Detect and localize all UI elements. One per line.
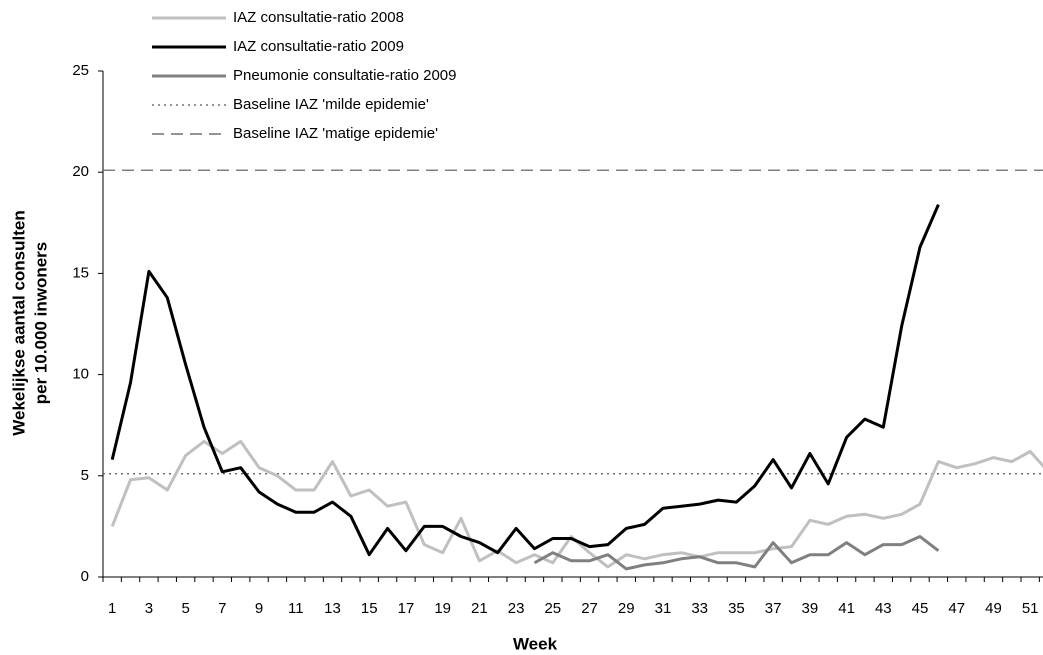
x-tick-label: 15 [361, 600, 378, 617]
x-tick-label: 33 [691, 600, 708, 617]
x-tick-label: 29 [618, 600, 635, 617]
x-tick-label: 25 [544, 600, 561, 617]
legend-label: IAZ consultatie-ratio 2009 [233, 38, 404, 55]
x-tick-label: 1 [108, 600, 116, 617]
series-line [533, 535, 940, 571]
y-tick-label: 5 [81, 467, 89, 484]
x-tick-label: 3 [145, 600, 153, 617]
x-tick-label: 47 [948, 600, 965, 617]
y-tick-label: 25 [72, 62, 89, 79]
x-tick-label: 39 [802, 600, 819, 617]
x-tick-label: 17 [398, 600, 415, 617]
x-tick-label: 51 [1022, 600, 1039, 617]
y-axis-label: Wekelijkse aantal consulten [9, 210, 28, 436]
x-tick-label: 43 [875, 600, 892, 617]
x-tick-label: 45 [912, 600, 929, 617]
x-axis-label: Week [513, 634, 558, 653]
x-tick-label: 37 [765, 600, 782, 617]
y-tick-label: 10 [72, 366, 89, 383]
x-tick-label: 49 [985, 600, 1002, 617]
x-tick-label: 5 [181, 600, 189, 617]
y-tick-label: 15 [72, 264, 89, 281]
x-tick-label: 7 [218, 600, 226, 617]
x-tick-label: 11 [288, 600, 304, 617]
x-tick-label: 27 [581, 600, 598, 617]
x-tick-label: 23 [508, 600, 525, 617]
y-tick-label: 0 [81, 568, 89, 585]
legend-label: IAZ consultatie-ratio 2008 [233, 9, 404, 26]
x-tick-label: 35 [728, 600, 745, 617]
y-tick-label: 20 [72, 163, 89, 180]
legend-label: Baseline IAZ 'milde epidemie' [233, 96, 429, 113]
y-axis-label: per 10.000 inwoners [31, 242, 50, 405]
x-tick-label: 31 [655, 600, 672, 617]
x-tick-label: 13 [324, 600, 341, 617]
legend-label: Baseline IAZ 'matige epidemie' [233, 125, 438, 142]
x-tick-label: 9 [255, 600, 263, 617]
x-tick-label: 19 [434, 600, 451, 617]
x-tick-label: 41 [838, 600, 855, 617]
series-line [110, 204, 940, 557]
x-tick-label: 21 [471, 600, 488, 617]
legend-label: Pneumonie consultatie-ratio 2009 [233, 67, 456, 84]
series-line [110, 439, 1043, 569]
